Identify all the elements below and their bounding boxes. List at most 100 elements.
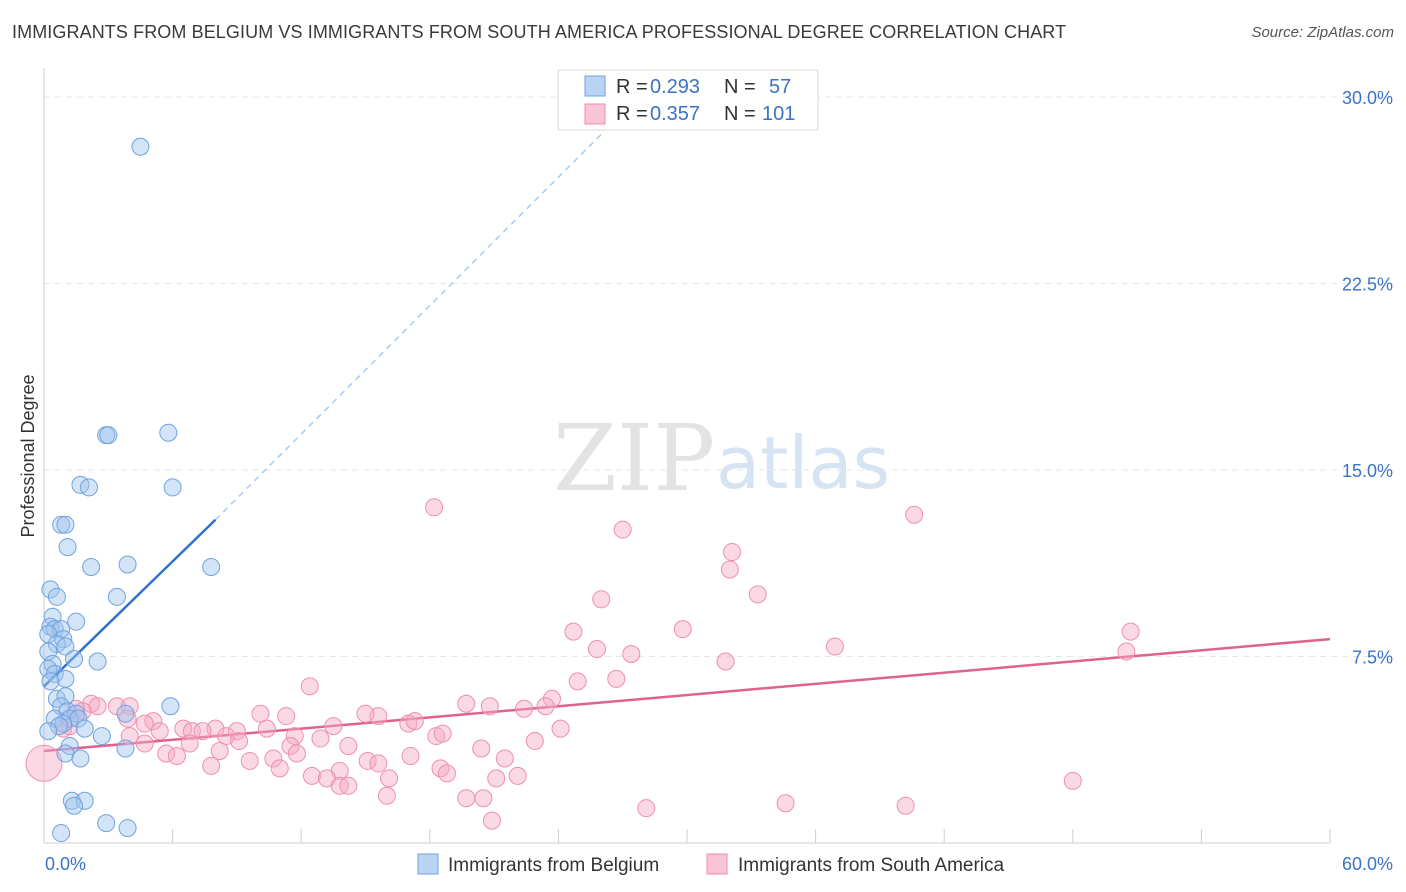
south-america-point-67 (401, 746, 420, 765)
south-america-point-37 (135, 714, 154, 733)
belgium-point-11 (118, 555, 137, 574)
belgium-point-7 (52, 515, 71, 534)
south-america-point-30 (277, 707, 296, 726)
belgium-point-24 (56, 637, 75, 656)
belgium-point-12 (202, 557, 221, 576)
belgium-point-34 (56, 687, 75, 706)
south-america-point-53 (285, 727, 304, 746)
south-america-point-2 (905, 505, 924, 524)
grid-lines (44, 96, 1393, 657)
belgium-points (39, 137, 221, 843)
bottom-legend-swatch-belgium (417, 853, 439, 875)
south-america-point-79 (380, 769, 399, 788)
belgium-point-5 (80, 478, 99, 497)
y-axis-label: Professional Degree (18, 374, 38, 537)
south-america-point-24 (88, 697, 107, 716)
south-america-point-12 (587, 640, 606, 659)
belgium-point-0 (131, 137, 150, 156)
south-america-point-29 (251, 704, 270, 723)
chart-source: Source: ZipAtlas.com (1251, 24, 1394, 41)
bottom-legend-label-south-america: Immigrants from South America (738, 855, 1005, 876)
south-america-point-59 (339, 737, 358, 756)
belgium-point-57 (52, 824, 71, 843)
belgium-point-31 (56, 669, 75, 688)
south-america-point-85 (457, 789, 476, 808)
belgium-point-32 (41, 672, 60, 691)
south-america-point-16 (568, 672, 587, 691)
south-america-point-86 (474, 789, 493, 808)
south-america-trend-line (43, 637, 1331, 753)
south-america-point-52 (433, 724, 452, 743)
y-tick-label-0: 7.5% (1352, 648, 1393, 668)
south-america-point-10 (1117, 642, 1136, 661)
belgium-point-44 (50, 717, 69, 736)
watermark-zip: ZIP (553, 405, 715, 512)
belgium-point-53 (75, 791, 94, 810)
legend-r-label-2: R = (616, 103, 648, 125)
legend-r-value-1: 0.293 (650, 76, 700, 98)
belgium-point-51 (71, 749, 90, 768)
south-america-point-77 (302, 766, 321, 785)
south-america-point-63 (157, 744, 176, 763)
belgium-point-10 (82, 557, 101, 576)
south-america-point-3 (723, 543, 742, 562)
south-america-point-66 (264, 749, 283, 768)
south-america-point-65 (167, 746, 186, 765)
south-america-point-73 (270, 759, 289, 778)
belgium-point-54 (65, 796, 84, 815)
south-america-point-87 (377, 786, 396, 805)
south-america-point-68 (495, 749, 514, 768)
south-america-point-64 (287, 744, 306, 763)
legend-n-label-1: N = (724, 76, 756, 98)
south-america-point-88 (637, 799, 656, 818)
south-america-point-17 (607, 669, 626, 688)
south-america-point-1 (613, 520, 632, 539)
south-america-point-76 (437, 764, 456, 783)
south-america-point-84 (25, 744, 63, 782)
legend-r-label-1: R = (616, 76, 648, 98)
belgium-point-6 (163, 478, 182, 497)
south-america-point-91 (1063, 771, 1082, 790)
south-america-point-42 (551, 719, 570, 738)
south-america-point-55 (230, 732, 249, 751)
bottom-legend-label-belgium: Immigrants from Belgium (448, 855, 659, 876)
south-america-point-21 (515, 699, 534, 718)
south-america-point-7 (564, 622, 583, 641)
south-america-point-72 (202, 756, 221, 775)
south-america-point-13 (622, 645, 641, 664)
south-america-point-6 (592, 590, 611, 609)
belgium-point-14 (47, 587, 66, 606)
belgium-point-13 (41, 580, 60, 599)
south-america-point-60 (472, 739, 491, 758)
south-america-point-83 (339, 776, 358, 795)
belgium-point-46 (39, 722, 58, 741)
legend-n-value-1: 57 (769, 76, 791, 98)
belgium-point-15 (107, 587, 126, 606)
south-america-point-15 (300, 677, 319, 696)
south-america-points (25, 498, 1140, 830)
belgium-point-47 (92, 727, 111, 746)
belgium-point-27 (88, 652, 107, 671)
south-america-point-4 (720, 560, 739, 579)
belgium-point-2 (99, 426, 118, 445)
south-america-point-80 (487, 769, 506, 788)
belgium-point-56 (118, 819, 137, 838)
bottom-legend: Immigrants from Belgium Immigrants from … (417, 853, 1005, 876)
belgium-point-3 (159, 423, 178, 442)
south-america-point-8 (673, 620, 692, 639)
x-tick-label-max: 60.0% (1342, 854, 1393, 874)
south-america-point-40 (324, 717, 343, 736)
belgium-point-26 (65, 649, 84, 668)
south-america-point-5 (748, 585, 767, 604)
south-america-point-81 (508, 766, 527, 785)
y-tick-label-2: 22.5% (1342, 275, 1393, 295)
belgium-point-17 (67, 612, 86, 631)
south-america-point-36 (405, 712, 424, 731)
belgium-point-50 (56, 744, 75, 763)
south-america-point-39 (257, 719, 276, 738)
south-america-point-90 (896, 796, 915, 815)
south-america-point-62 (210, 741, 229, 760)
belgium-point-8 (56, 515, 75, 534)
legend-swatch-belgium (584, 75, 606, 97)
watermark-atlas: atlas (716, 421, 890, 505)
